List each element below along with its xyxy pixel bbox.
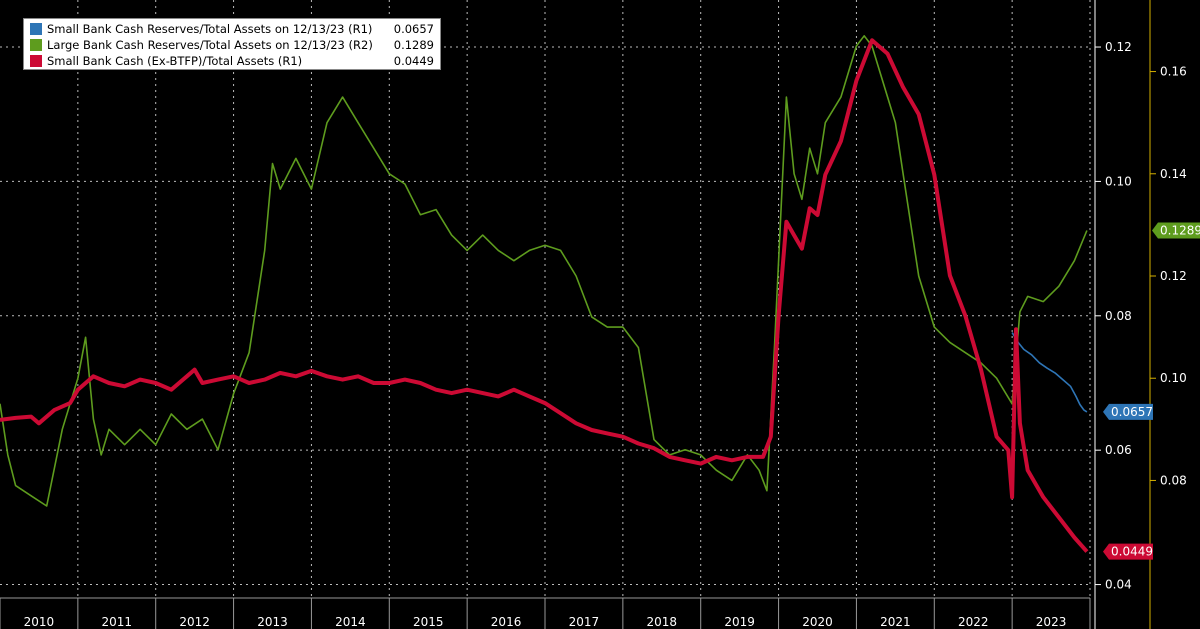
x-tick-label: 2020 bbox=[802, 615, 833, 629]
r2-tick-label: 0.10 bbox=[1160, 371, 1187, 385]
x-tick-label: 2012 bbox=[179, 615, 210, 629]
legend-value: 0.0449 bbox=[393, 54, 434, 68]
r2-tick-label: 0.14 bbox=[1160, 167, 1187, 181]
r1-tick-label: 0.04 bbox=[1105, 578, 1132, 592]
r2-tick-label: 0.08 bbox=[1160, 473, 1187, 487]
x-tick-label: 2019 bbox=[724, 615, 755, 629]
r1-tick-label: 0.12 bbox=[1105, 40, 1132, 54]
r1-tick-label: 0.06 bbox=[1105, 443, 1132, 457]
x-tick-label: 2010 bbox=[24, 615, 55, 629]
legend-swatch-small-bank-ex-btfp bbox=[30, 55, 42, 67]
x-tick-label: 2015 bbox=[413, 615, 444, 629]
legend-swatch-large-bank bbox=[30, 39, 42, 51]
legend-label: Large Bank Cash Reserves/Total Assets on… bbox=[47, 38, 373, 52]
r1-tick-label: 0.08 bbox=[1105, 309, 1132, 323]
legend-value: 0.1289 bbox=[393, 38, 434, 52]
x-tick-label: 2014 bbox=[335, 615, 366, 629]
end-label-tag bbox=[1103, 543, 1153, 560]
x-tick-label: 2022 bbox=[958, 615, 989, 629]
legend-entry-small-bank-ex-btfp: Small Bank Cash (Ex-BTFP)/Total Assets (… bbox=[30, 53, 434, 69]
x-tick-label: 2023 bbox=[1036, 615, 1067, 629]
x-tick-label: 2018 bbox=[647, 615, 678, 629]
legend: Small Bank Cash Reserves/Total Assets on… bbox=[23, 18, 441, 70]
legend-entry-large-bank: Large Bank Cash Reserves/Total Assets on… bbox=[30, 37, 434, 53]
r1-tick-label: 0.10 bbox=[1105, 174, 1132, 188]
end-label-value: 0.0657 bbox=[1111, 405, 1153, 419]
end-label-value: 0.0449 bbox=[1111, 545, 1153, 559]
series-line bbox=[1011, 332, 1088, 413]
series-line bbox=[0, 34, 1088, 507]
x-tick-label: 2011 bbox=[102, 615, 133, 629]
series-line bbox=[0, 38, 1089, 553]
end-label-tag bbox=[1152, 222, 1200, 239]
legend-label: Small Bank Cash (Ex-BTFP)/Total Assets (… bbox=[47, 54, 303, 68]
legend-value: 0.0657 bbox=[393, 22, 434, 36]
legend-label: Small Bank Cash Reserves/Total Assets on… bbox=[47, 22, 373, 36]
legend-entry-small-bank: Small Bank Cash Reserves/Total Assets on… bbox=[30, 21, 434, 37]
end-label-tag bbox=[1103, 403, 1153, 420]
series-lines bbox=[0, 34, 1089, 553]
x-tick-label: 2013 bbox=[257, 615, 288, 629]
r2-tick-label: 0.16 bbox=[1160, 65, 1187, 79]
end-labels: 0.1289 0.0657 0.0449 bbox=[1103, 222, 1200, 560]
x-tick-label: 2021 bbox=[880, 615, 911, 629]
end-label-value: 0.1289 bbox=[1160, 224, 1200, 238]
legend-swatch-small-bank bbox=[30, 23, 42, 35]
x-tick-label: 2016 bbox=[491, 615, 522, 629]
r2-tick-label: 0.12 bbox=[1160, 269, 1187, 283]
x-tick-label: 2017 bbox=[569, 615, 600, 629]
